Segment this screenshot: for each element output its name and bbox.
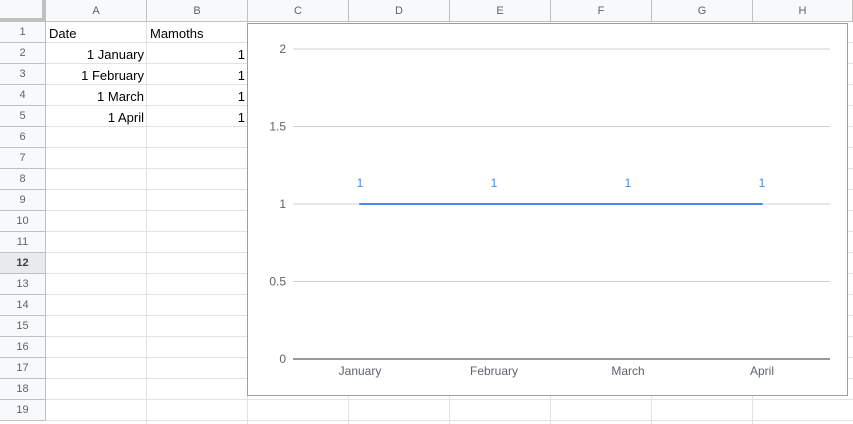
row-header-15[interactable]: 15 [0,316,46,337]
cell-a5[interactable]: 1 April [107,110,144,125]
y-tick-label: 1.5 [269,120,286,134]
row-header-9[interactable]: 9 [0,190,46,211]
y-tick-label: 0 [279,352,286,366]
x-tick-label: January [339,364,382,378]
column-header-c[interactable]: C [248,0,349,22]
column-header-h[interactable]: H [753,0,853,22]
row-header-3[interactable]: 3 [0,64,46,85]
row-header-7[interactable]: 7 [0,148,46,169]
y-tick-label: 2 [279,42,286,56]
cell-b4[interactable]: 1 [237,89,245,104]
data-point [627,203,629,205]
column-gridline [146,22,147,424]
row-header-16[interactable]: 16 [0,337,46,358]
data-point [359,203,361,205]
cell-b3[interactable]: 1 [237,68,245,83]
column-header-d[interactable]: D [349,0,450,22]
column-header-e[interactable]: E [450,0,551,22]
column-header-g[interactable]: G [652,0,753,22]
row-header-8[interactable]: 8 [0,169,46,190]
data-label: 1 [625,176,632,190]
cell-b2[interactable]: 1 [237,47,245,62]
row-header-13[interactable]: 13 [0,274,46,295]
data-label: 1 [491,176,498,190]
data-label: 1 [759,176,766,190]
y-tick-label: 0.5 [269,275,286,289]
data-label: 1 [357,176,364,190]
x-tick-label: April [750,364,774,378]
chart-canvas: 0 0.5 1 1.5 2 January February March April 1 1 1 1 [269,42,830,378]
row-header-6[interactable]: 6 [0,127,46,148]
data-point [761,203,763,205]
row-header-11[interactable]: 11 [0,232,46,253]
row-header-2[interactable]: 2 [0,43,46,64]
row-header-17[interactable]: 17 [0,358,46,379]
x-tick-label: February [470,364,518,378]
cell-a3[interactable]: 1 February [81,68,144,83]
cell-b5[interactable]: 1 [237,110,245,125]
cell-b1[interactable]: Mamoths [150,26,204,41]
row-header-12[interactable]: 12 [0,253,46,274]
select-all-corner[interactable] [0,0,46,22]
row-header-10[interactable]: 10 [0,211,46,232]
column-header-f[interactable]: F [551,0,652,22]
row-header-19[interactable]: 19 [0,400,46,421]
cell-a4[interactable]: 1 March [97,89,144,104]
row-header-5[interactable]: 5 [0,106,46,127]
row-header-1[interactable]: 1 [0,22,46,43]
data-point [493,203,495,205]
row-header-14[interactable]: 14 [0,295,46,316]
x-tick-label: March [611,364,644,378]
y-tick-label: 1 [279,197,286,211]
row-header-4[interactable]: 4 [0,85,46,106]
column-header-b[interactable]: B [147,0,248,22]
cell-a2[interactable]: 1 January [86,47,144,62]
line-chart[interactable]: 0 0.5 1 1.5 2 January February March April 1 1 1 1 [247,23,848,396]
cell-a1[interactable]: Date [49,26,77,41]
row-header-18[interactable]: 18 [0,379,46,400]
column-header-a[interactable]: A [46,0,147,22]
